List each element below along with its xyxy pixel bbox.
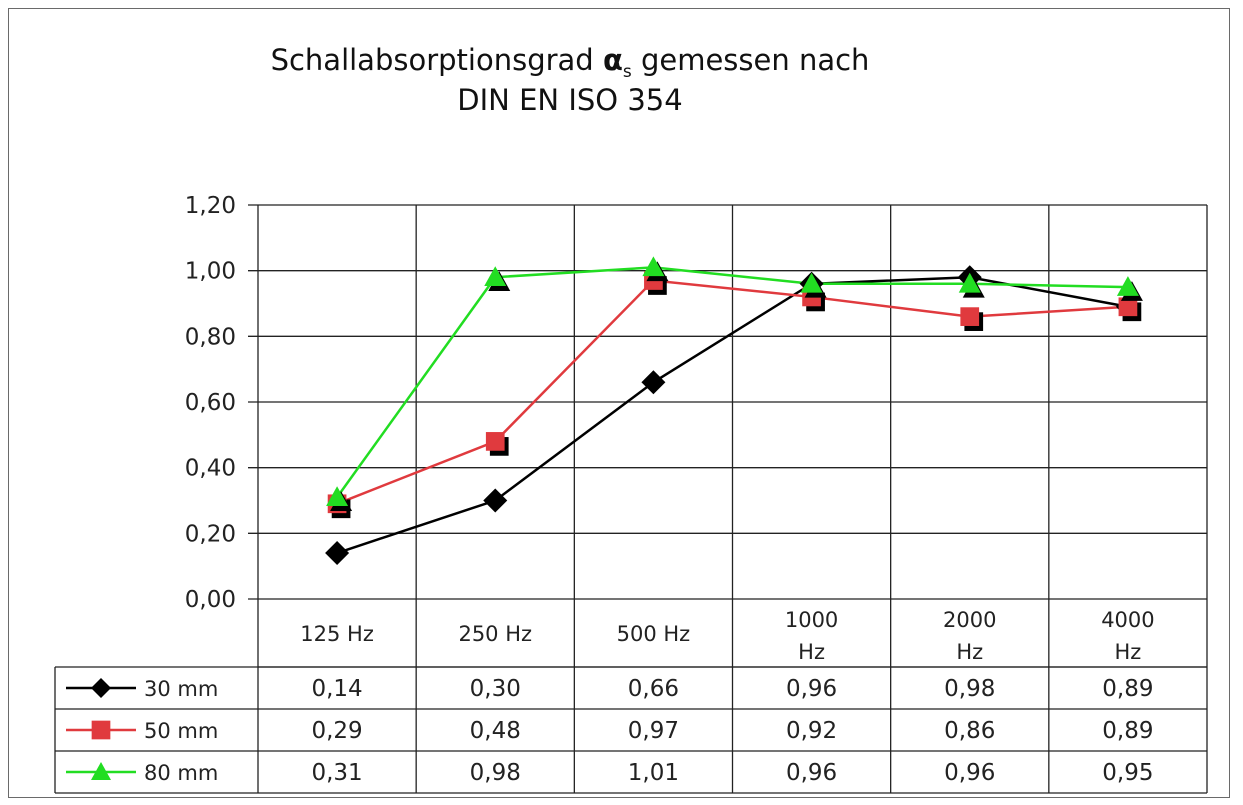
data-point	[800, 272, 823, 293]
data-point	[484, 266, 507, 287]
y-axis-ticks: 0,00 0,20 0,40 0,60 0,80 1,00 1,20	[185, 193, 236, 613]
data-label: 1,01	[628, 760, 679, 786]
y-tick-label: 0,60	[185, 390, 236, 416]
x-category-label: 500 Hz	[617, 622, 691, 646]
plot-grid	[248, 204, 1208, 667]
chart-title-line1: Schallabsorptionsgrad αs gemessen nach	[271, 43, 870, 82]
data-point	[642, 256, 665, 277]
data-point	[325, 541, 350, 566]
chart-frame	[8, 8, 1230, 798]
data-label: 0,31	[311, 760, 362, 786]
data-label: 0,92	[786, 718, 837, 744]
legend-label: 30 mm	[144, 677, 218, 701]
data-label: 0,98	[944, 676, 995, 702]
data-label: 0,14	[311, 676, 362, 702]
chart-title-line2: DIN EN ISO 354	[457, 83, 682, 117]
x-category-label: 2000 Hz	[943, 608, 996, 664]
data-point	[1118, 297, 1138, 317]
data-point	[958, 272, 981, 293]
x-category-label: 4000 Hz	[1101, 608, 1154, 664]
legend-marker	[91, 762, 111, 780]
data-table: 125 Hz 250 Hz 500 Hz 1000 Hz 2000 Hz 4000 Hz 30 m…	[54, 608, 1208, 794]
data-label: 0,89	[1102, 718, 1153, 744]
series-line	[336, 275, 1129, 555]
x-category-label: 1000 Hz	[785, 608, 838, 664]
x-category-label: 250 Hz	[458, 622, 532, 646]
legend-label: 50 mm	[144, 719, 218, 743]
data-label: 0,48	[470, 718, 521, 744]
y-tick-label: 0,40	[185, 456, 236, 482]
data-point	[960, 307, 980, 326]
data-label: 0,30	[470, 676, 521, 702]
data-label: 0,95	[1102, 760, 1153, 786]
data-point	[641, 370, 666, 395]
data-label: 0,96	[786, 676, 837, 702]
data-point	[326, 486, 349, 507]
legend-label: 80 mm	[144, 761, 218, 785]
y-tick-label: 1,00	[185, 259, 236, 285]
y-tick-label: 0,20	[185, 521, 236, 547]
y-tick-label: 1,20	[185, 193, 236, 219]
plot-series	[325, 256, 1143, 566]
legend-marker	[91, 720, 111, 740]
series-line	[336, 279, 1128, 505]
data-label: 0,29	[311, 718, 362, 744]
series-line	[336, 266, 1128, 498]
data-label: 0,86	[944, 718, 995, 744]
data-label: 0,97	[628, 718, 679, 744]
data-point	[483, 488, 508, 513]
legend-marker	[91, 678, 111, 698]
data-label: 0,96	[786, 760, 837, 786]
data-point	[1116, 276, 1139, 296]
data-label: 0,98	[470, 760, 521, 786]
data-label: 0,96	[944, 760, 995, 786]
data-label: 0,89	[1102, 676, 1153, 702]
y-tick-label: 0,00	[185, 587, 236, 613]
x-category-label: 125 Hz	[300, 622, 374, 646]
data-point	[485, 432, 505, 451]
data-label: 0,66	[628, 676, 679, 702]
y-tick-label: 0,80	[185, 324, 236, 350]
